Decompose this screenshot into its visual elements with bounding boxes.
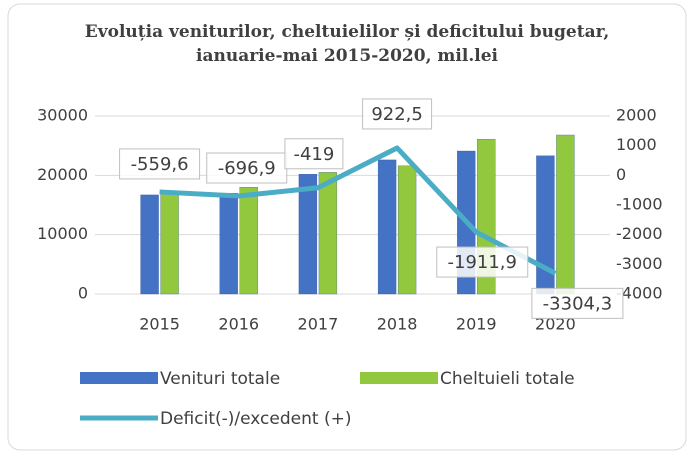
y-tick-label: 0 (78, 284, 88, 303)
data-label-box (362, 98, 433, 130)
data-label-box (119, 148, 201, 180)
x-tick-label: 2019 (456, 315, 497, 334)
y2-tick-label: 2000 (616, 106, 657, 125)
title-box: Evoluția veniturilor, cheltuielilor și d… (84, 22, 610, 66)
y2-tick-label: -1000 (616, 195, 663, 214)
data-label: -3304,3 (543, 293, 612, 314)
x-tick-label: 2015 (139, 315, 180, 334)
bar (140, 194, 159, 295)
x-tick-label: 2020 (535, 315, 576, 334)
data-label: -1911,9 (448, 252, 517, 273)
bar (160, 192, 179, 295)
data-label: 922,5 (371, 104, 423, 125)
bar (219, 192, 238, 295)
data-label: -559,6 (131, 154, 189, 175)
x-tick-label: 2017 (298, 315, 339, 334)
y-tick-label: 30000 (37, 106, 88, 125)
x-tick-label: 2018 (377, 315, 418, 334)
legend-swatch (360, 372, 438, 384)
legend-swatch (80, 372, 158, 384)
bar (377, 159, 397, 295)
data-label: -696,9 (218, 158, 276, 179)
y-tick-label: 10000 (37, 224, 88, 243)
legend-label: Venituri totale (160, 369, 280, 389)
bar (556, 134, 575, 295)
data-label-box (531, 287, 624, 319)
bar (397, 165, 417, 295)
bar (318, 172, 338, 295)
data-label-box (206, 152, 288, 184)
data-label-box (284, 138, 344, 170)
bar (298, 173, 318, 295)
data-label-box (436, 246, 529, 278)
y2-tick-label: -2000 (616, 224, 663, 243)
chart-title: Evoluția veniturilor, cheltuielilor și d… (84, 22, 610, 66)
data-label: -419 (293, 144, 334, 165)
y2-tick-label: 0 (616, 165, 626, 184)
legend-label: Cheltuieli totale (440, 369, 575, 389)
bar (239, 187, 258, 295)
y2-tick-label: -3000 (616, 254, 663, 273)
y2-tick-label: -4000 (616, 284, 663, 303)
line (159, 145, 557, 276)
x-tick-label: 2016 (218, 315, 259, 334)
y2-tick-label: 1000 (616, 135, 657, 154)
legend-label: Deficit(-)/excedent (+) (160, 409, 351, 429)
y-tick-label: 20000 (37, 165, 88, 184)
